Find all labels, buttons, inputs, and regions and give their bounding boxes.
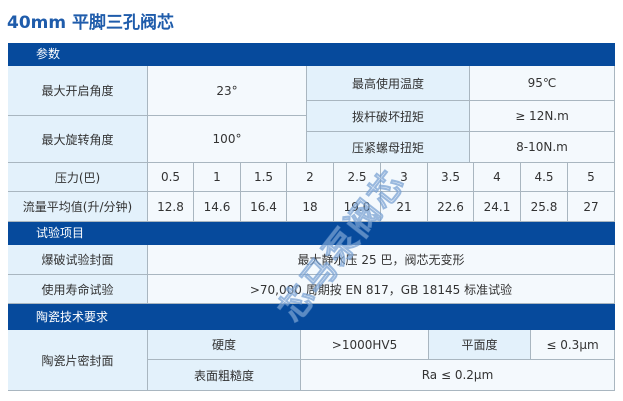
flow-cell: 18 xyxy=(287,192,334,222)
pressure-cell: 3.5 xyxy=(428,163,474,192)
life-test-label: 使用寿命试验 xyxy=(8,275,148,304)
section-header-ceramic: 陶瓷技术要求 xyxy=(8,304,615,330)
max-open-angle-label: 最大开启角度 xyxy=(8,66,148,116)
flow-label: 流量平均值(升/分钟) xyxy=(8,192,148,222)
max-temp-value: 95℃ xyxy=(470,66,615,101)
flow-cell: 27 xyxy=(568,192,615,222)
flatness-label: 平面度 xyxy=(429,330,531,360)
pressure-cell: 4.5 xyxy=(521,163,568,192)
pressure-cell: 1 xyxy=(194,163,241,192)
pressure-cell: 0.5 xyxy=(148,163,194,192)
page-title: 40mm 平脚三孔阀芯 xyxy=(7,13,175,33)
pressure-cell: 2.5 xyxy=(334,163,381,192)
pressure-label: 压力(巴) xyxy=(8,163,148,192)
roughness-label: 表面粗糙度 xyxy=(148,360,301,391)
hardness-value: >1000HV5 xyxy=(301,330,429,360)
flow-cell: 25.8 xyxy=(521,192,568,222)
section-header-tests: 试验项目 xyxy=(8,222,615,245)
section-header-params: 参数 xyxy=(8,43,615,66)
flow-cell: 16.4 xyxy=(241,192,287,222)
pressure-cell: 1.5 xyxy=(241,163,287,192)
ceramic-seal-label: 陶瓷片密封面 xyxy=(8,330,148,391)
lever-torque-value: ≥ 12N.m xyxy=(470,101,615,132)
pressure-cell: 2 xyxy=(287,163,334,192)
flow-cell: 12.8 xyxy=(148,192,194,222)
pressure-cell: 4 xyxy=(474,163,521,192)
lever-torque-label: 拨杆破坏扭矩 xyxy=(307,101,470,132)
max-rotate-angle-value: 100° xyxy=(148,116,307,163)
flow-cell: 24.1 xyxy=(474,192,521,222)
burst-test-value: 最大静水压 25 巴，阀芯无变形 xyxy=(148,245,615,275)
pressure-cell: 3 xyxy=(381,163,428,192)
max-open-angle-value: 23° xyxy=(148,66,307,116)
flow-cell: 21 xyxy=(381,192,428,222)
roughness-value: Ra ≤ 0.2μm xyxy=(301,360,615,391)
max-rotate-angle-label: 最大旋转角度 xyxy=(8,116,148,163)
life-test-value: >70,000 周期按 EN 817，GB 18145 标准试验 xyxy=(148,275,615,304)
burst-test-label: 爆破试验封面 xyxy=(8,245,148,275)
hardness-label: 硬度 xyxy=(148,330,301,360)
nut-torque-label: 压紧螺母扭矩 xyxy=(307,132,470,163)
flow-cell: 22.6 xyxy=(428,192,474,222)
pressure-cell: 5 xyxy=(568,163,615,192)
flow-cell: 19.0 xyxy=(334,192,381,222)
max-temp-label: 最高使用温度 xyxy=(307,66,470,101)
flatness-value: ≤ 0.3μm xyxy=(531,330,615,360)
nut-torque-value: 8-10N.m xyxy=(470,132,615,163)
flow-cell: 14.6 xyxy=(194,192,241,222)
